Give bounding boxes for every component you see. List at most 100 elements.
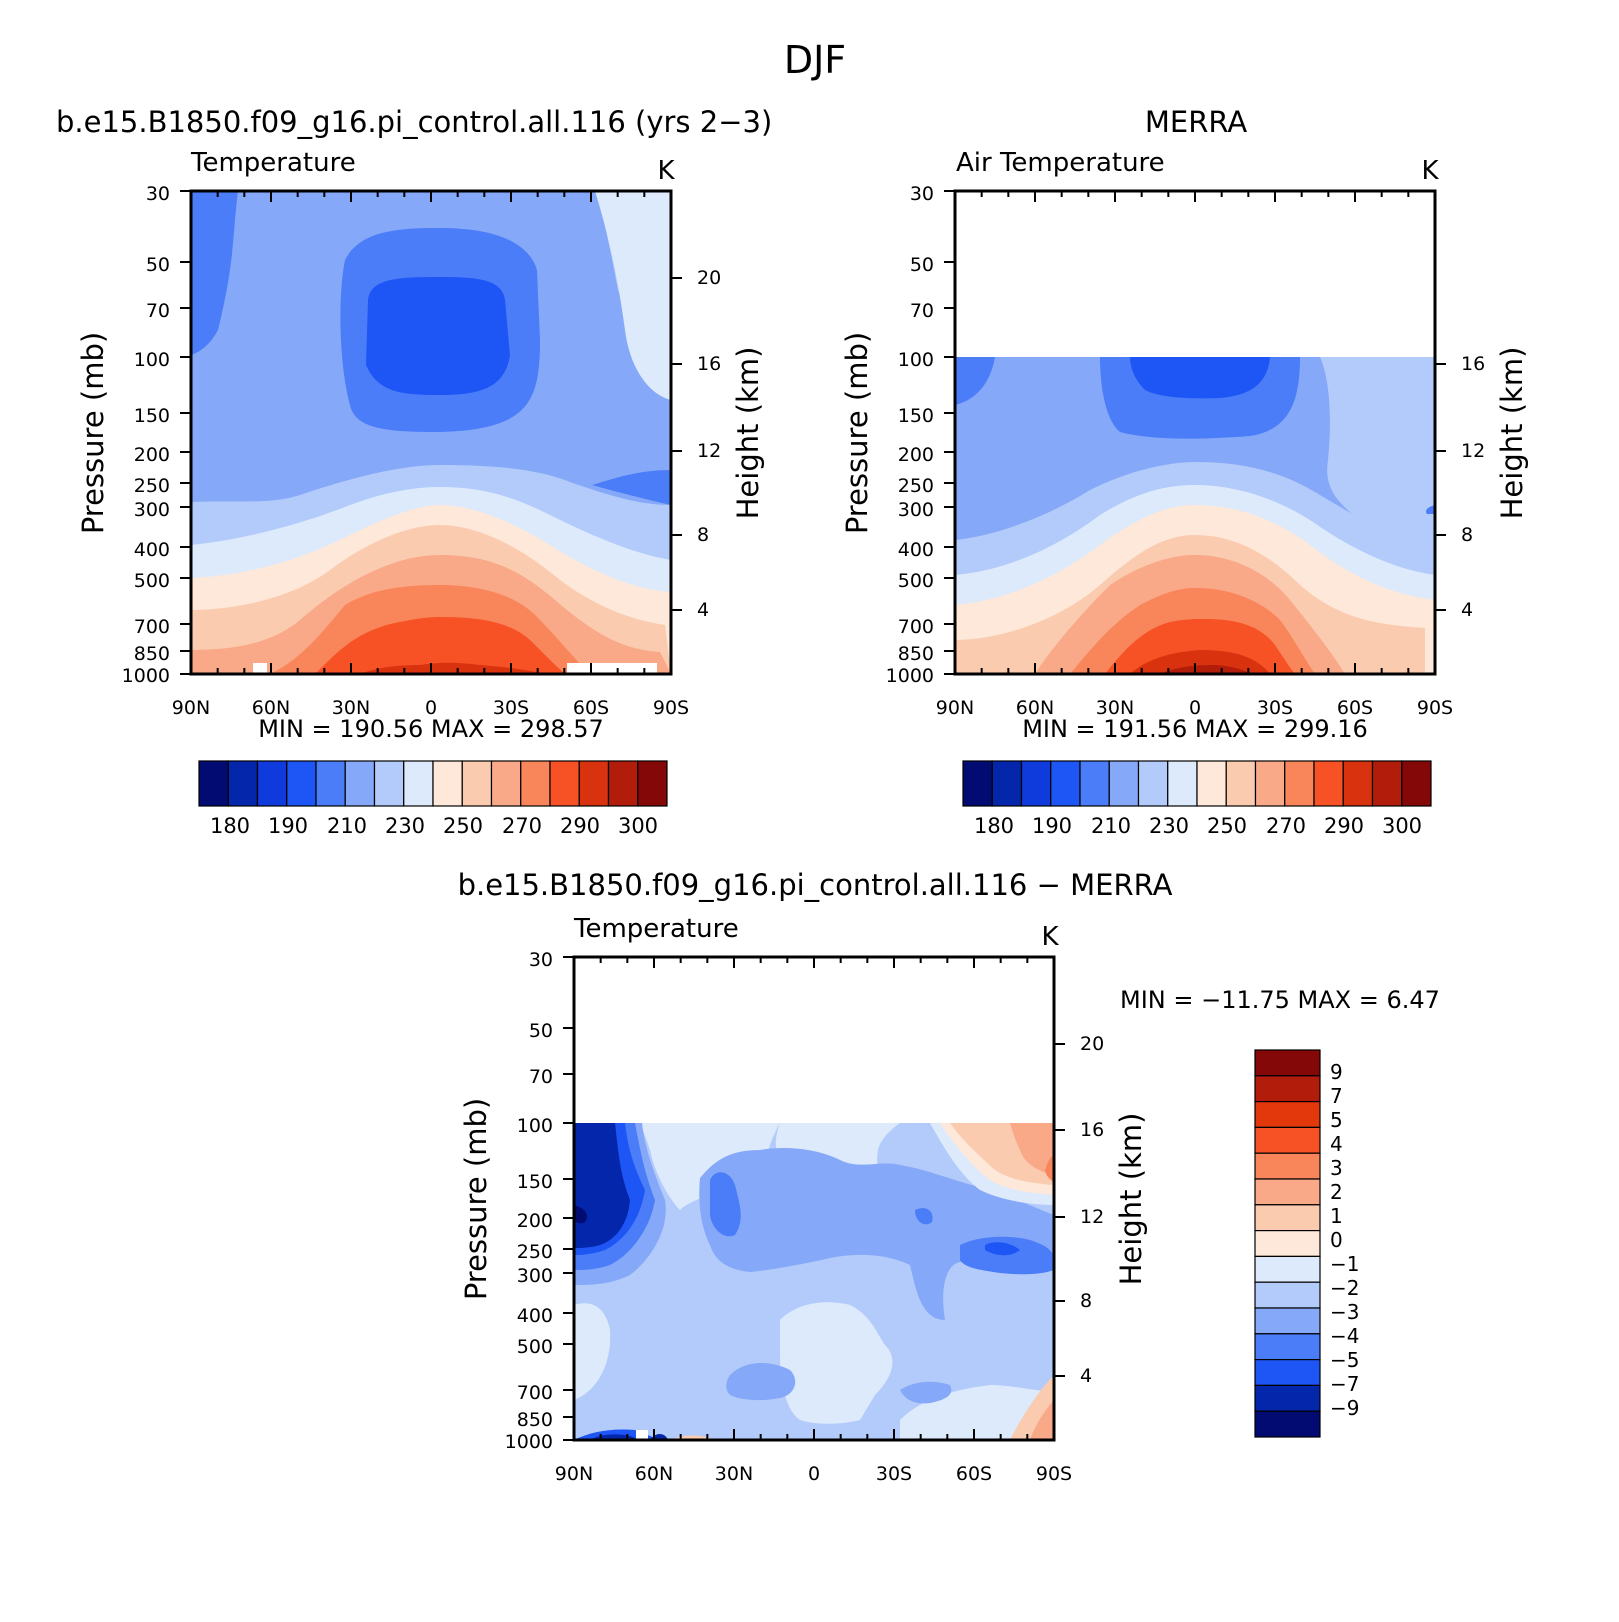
panel-model-height-tick-labels: 20 16 12 8 4	[697, 267, 721, 621]
colorbar-label: 5	[1330, 1108, 1343, 1132]
height-tick-12: 12	[1461, 440, 1485, 462]
y-tick-700: 700	[517, 1382, 553, 1404]
colorbar-label: −1	[1330, 1252, 1359, 1276]
height-tick-8: 8	[1080, 1290, 1092, 1312]
colorbar-label: 230	[385, 814, 425, 838]
panel-difference-units: K	[1041, 922, 1059, 952]
panel-difference-stats: MIN = −11.75 MAX = 6.47	[1120, 986, 1440, 1014]
colorbar-label: 190	[268, 814, 308, 838]
colorbar-swatch	[1167, 760, 1198, 807]
height-tick-12: 12	[697, 440, 721, 462]
x-tick-0: 0	[1189, 697, 1201, 719]
colorbar-label: 300	[618, 814, 658, 838]
colorbar-label: 210	[1091, 814, 1131, 838]
y-tick-1000: 1000	[886, 665, 934, 687]
colorbar-swatch	[991, 760, 1023, 807]
colorbar-swatch	[1313, 760, 1344, 807]
colorbar-label: −5	[1330, 1348, 1359, 1372]
colorbar-swatch	[1196, 760, 1227, 807]
colorbar-swatch	[1254, 1229, 1321, 1257]
panel-merra-units: K	[1421, 156, 1439, 186]
colorbar-label: 2	[1330, 1180, 1343, 1204]
colorbar-swatch	[1254, 1333, 1321, 1361]
x-tick-30S: 30S	[493, 697, 529, 719]
colorbar-swatch	[1254, 1100, 1321, 1128]
height-tick-8: 8	[1461, 524, 1473, 546]
panel-difference-colorbar	[1254, 1049, 1321, 1438]
colorbar-swatch	[1254, 1075, 1321, 1103]
colorbar-label: 250	[1207, 814, 1247, 838]
y-tick-500: 500	[517, 1336, 553, 1358]
panel-merra-colorbar	[962, 760, 1432, 807]
colorbar-label: 7	[1330, 1084, 1343, 1108]
panel-difference-colorbar-labels: 9 7 5 4 3 2 1 0 −1 −2 −3 −4 −5 −7 −9	[1330, 1060, 1359, 1420]
x-tick-60N: 60N	[635, 1463, 673, 1485]
panel-merra-field	[955, 357, 1435, 674]
x-tick-60S: 60S	[1337, 697, 1373, 719]
colorbar-label: 270	[502, 814, 542, 838]
colorbar-label: 180	[210, 814, 250, 838]
colorbar-label: 180	[974, 814, 1014, 838]
panel-difference-variable: Temperature	[573, 914, 739, 944]
colorbar-swatch	[607, 760, 639, 807]
x-tick-30N: 30N	[1096, 697, 1134, 719]
colorbar-swatch	[520, 760, 551, 807]
y-tick-100: 100	[517, 1115, 553, 1137]
colorbar-swatch	[1401, 760, 1432, 807]
colorbar-swatch	[1254, 1178, 1321, 1206]
panel-difference-x-tick-labels: 90N 60N 30N 0 30S 60S 90S	[555, 1463, 1072, 1485]
y-tick-150: 150	[134, 405, 170, 427]
panel-merra-variable: Air Temperature	[956, 148, 1165, 178]
y-tick-100: 100	[134, 349, 170, 371]
y-tick-70: 70	[146, 300, 170, 322]
colorbar-swatch	[1254, 760, 1286, 807]
y-tick-850: 850	[898, 643, 934, 665]
x-tick-30S: 30S	[876, 1463, 912, 1485]
colorbar-label: −7	[1330, 1372, 1359, 1396]
y-tick-300: 300	[134, 499, 170, 521]
height-tick-4: 4	[1461, 599, 1473, 621]
y-tick-500: 500	[898, 570, 934, 592]
panel-model-units: K	[657, 156, 675, 186]
colorbar-label: 300	[1382, 814, 1422, 838]
colorbar-label: 230	[1149, 814, 1189, 838]
colorbar-swatch	[1254, 1281, 1321, 1309]
colorbar-swatch	[1137, 760, 1169, 807]
y-tick-30: 30	[146, 183, 170, 205]
x-tick-30S: 30S	[1257, 697, 1293, 719]
x-tick-30N: 30N	[332, 697, 370, 719]
y-tick-400: 400	[517, 1305, 553, 1327]
colorbar-label: −3	[1330, 1300, 1359, 1324]
panel-model-x-tick-labels: 90N 60N 30N 0 30S 60S 90S	[172, 697, 689, 719]
panel-model-title: b.e15.B1850.f09_g16.pi_control.all.116 (…	[56, 105, 772, 139]
x-tick-60S: 60S	[956, 1463, 992, 1485]
colorbar-swatch	[344, 760, 376, 807]
colorbar-label: 250	[443, 814, 483, 838]
y-tick-100: 100	[898, 349, 934, 371]
panel-model-colorbar-labels: 180 190 210 230 250 270 290 300	[210, 814, 658, 838]
y-tick-50: 50	[529, 1020, 553, 1042]
height-tick-16: 16	[1461, 353, 1485, 375]
y-tick-70: 70	[529, 1066, 553, 1088]
panel-difference: b.e15.B1850.f09_g16.pi_control.all.116 −…	[458, 868, 1440, 1485]
colorbar-swatch	[490, 760, 522, 807]
y-tick-250: 250	[517, 1241, 553, 1263]
y-tick-250: 250	[898, 475, 934, 497]
colorbar-swatch	[286, 760, 317, 807]
panel-merra-title: MERRA	[1145, 105, 1247, 139]
colorbar-swatch	[198, 760, 229, 807]
y-tick-70: 70	[910, 300, 934, 322]
y-tick-300: 300	[517, 1265, 553, 1287]
colorbar-swatch	[549, 760, 580, 807]
x-tick-90S: 90S	[653, 697, 689, 719]
colorbar-label: 270	[1266, 814, 1306, 838]
x-tick-30N: 30N	[715, 1463, 753, 1485]
y-tick-200: 200	[134, 444, 170, 466]
y-tick-250: 250	[134, 475, 170, 497]
y-tick-700: 700	[898, 616, 934, 638]
panel-merra-stats: MIN = 191.56 MAX = 299.16	[1022, 715, 1368, 743]
y-tick-150: 150	[517, 1171, 553, 1193]
y-tick-200: 200	[517, 1210, 553, 1232]
colorbar-label: 0	[1330, 1228, 1343, 1252]
